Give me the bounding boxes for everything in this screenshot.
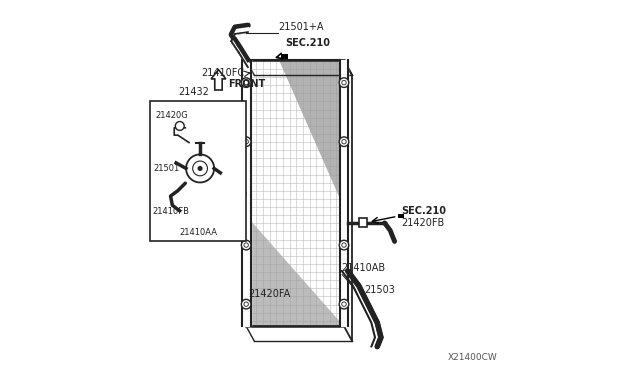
Circle shape bbox=[244, 302, 248, 307]
Text: 21420FA: 21420FA bbox=[248, 289, 291, 299]
Circle shape bbox=[193, 161, 207, 176]
Circle shape bbox=[198, 167, 202, 170]
Text: 21410AA: 21410AA bbox=[180, 228, 218, 237]
Circle shape bbox=[186, 154, 214, 182]
Bar bbox=[397, 214, 404, 218]
Text: SEC.210: SEC.210 bbox=[285, 38, 330, 48]
Text: 21501: 21501 bbox=[153, 164, 179, 173]
Bar bbox=[150, 101, 246, 241]
Polygon shape bbox=[246, 61, 344, 326]
Circle shape bbox=[175, 122, 184, 131]
Bar bbox=[281, 54, 288, 59]
Circle shape bbox=[241, 137, 251, 147]
Text: 21503: 21503 bbox=[364, 285, 395, 295]
Text: SEC.210: SEC.210 bbox=[401, 206, 446, 216]
Text: X21400CW: X21400CW bbox=[447, 353, 497, 362]
Bar bbox=[359, 218, 367, 227]
Circle shape bbox=[339, 240, 349, 250]
Circle shape bbox=[244, 243, 248, 247]
Circle shape bbox=[241, 240, 251, 250]
Text: 21501+A: 21501+A bbox=[278, 22, 324, 32]
Polygon shape bbox=[246, 215, 344, 326]
Circle shape bbox=[241, 78, 251, 87]
Circle shape bbox=[342, 243, 346, 247]
Text: 21420G: 21420G bbox=[156, 111, 188, 120]
Circle shape bbox=[339, 299, 349, 309]
Circle shape bbox=[342, 80, 346, 85]
Text: 21432: 21432 bbox=[178, 87, 209, 97]
Circle shape bbox=[241, 299, 251, 309]
Polygon shape bbox=[280, 61, 344, 208]
Text: 21410FB: 21410FB bbox=[152, 207, 189, 216]
Text: 21420FB: 21420FB bbox=[401, 218, 444, 228]
Text: FRONT: FRONT bbox=[228, 80, 265, 89]
Text: 21410FC: 21410FC bbox=[201, 68, 244, 78]
Circle shape bbox=[342, 140, 346, 144]
Circle shape bbox=[339, 137, 349, 147]
Circle shape bbox=[244, 80, 248, 85]
Circle shape bbox=[339, 78, 349, 87]
Polygon shape bbox=[211, 70, 226, 90]
Circle shape bbox=[342, 302, 346, 307]
Text: 21410AB: 21410AB bbox=[341, 263, 385, 273]
Circle shape bbox=[244, 140, 248, 144]
